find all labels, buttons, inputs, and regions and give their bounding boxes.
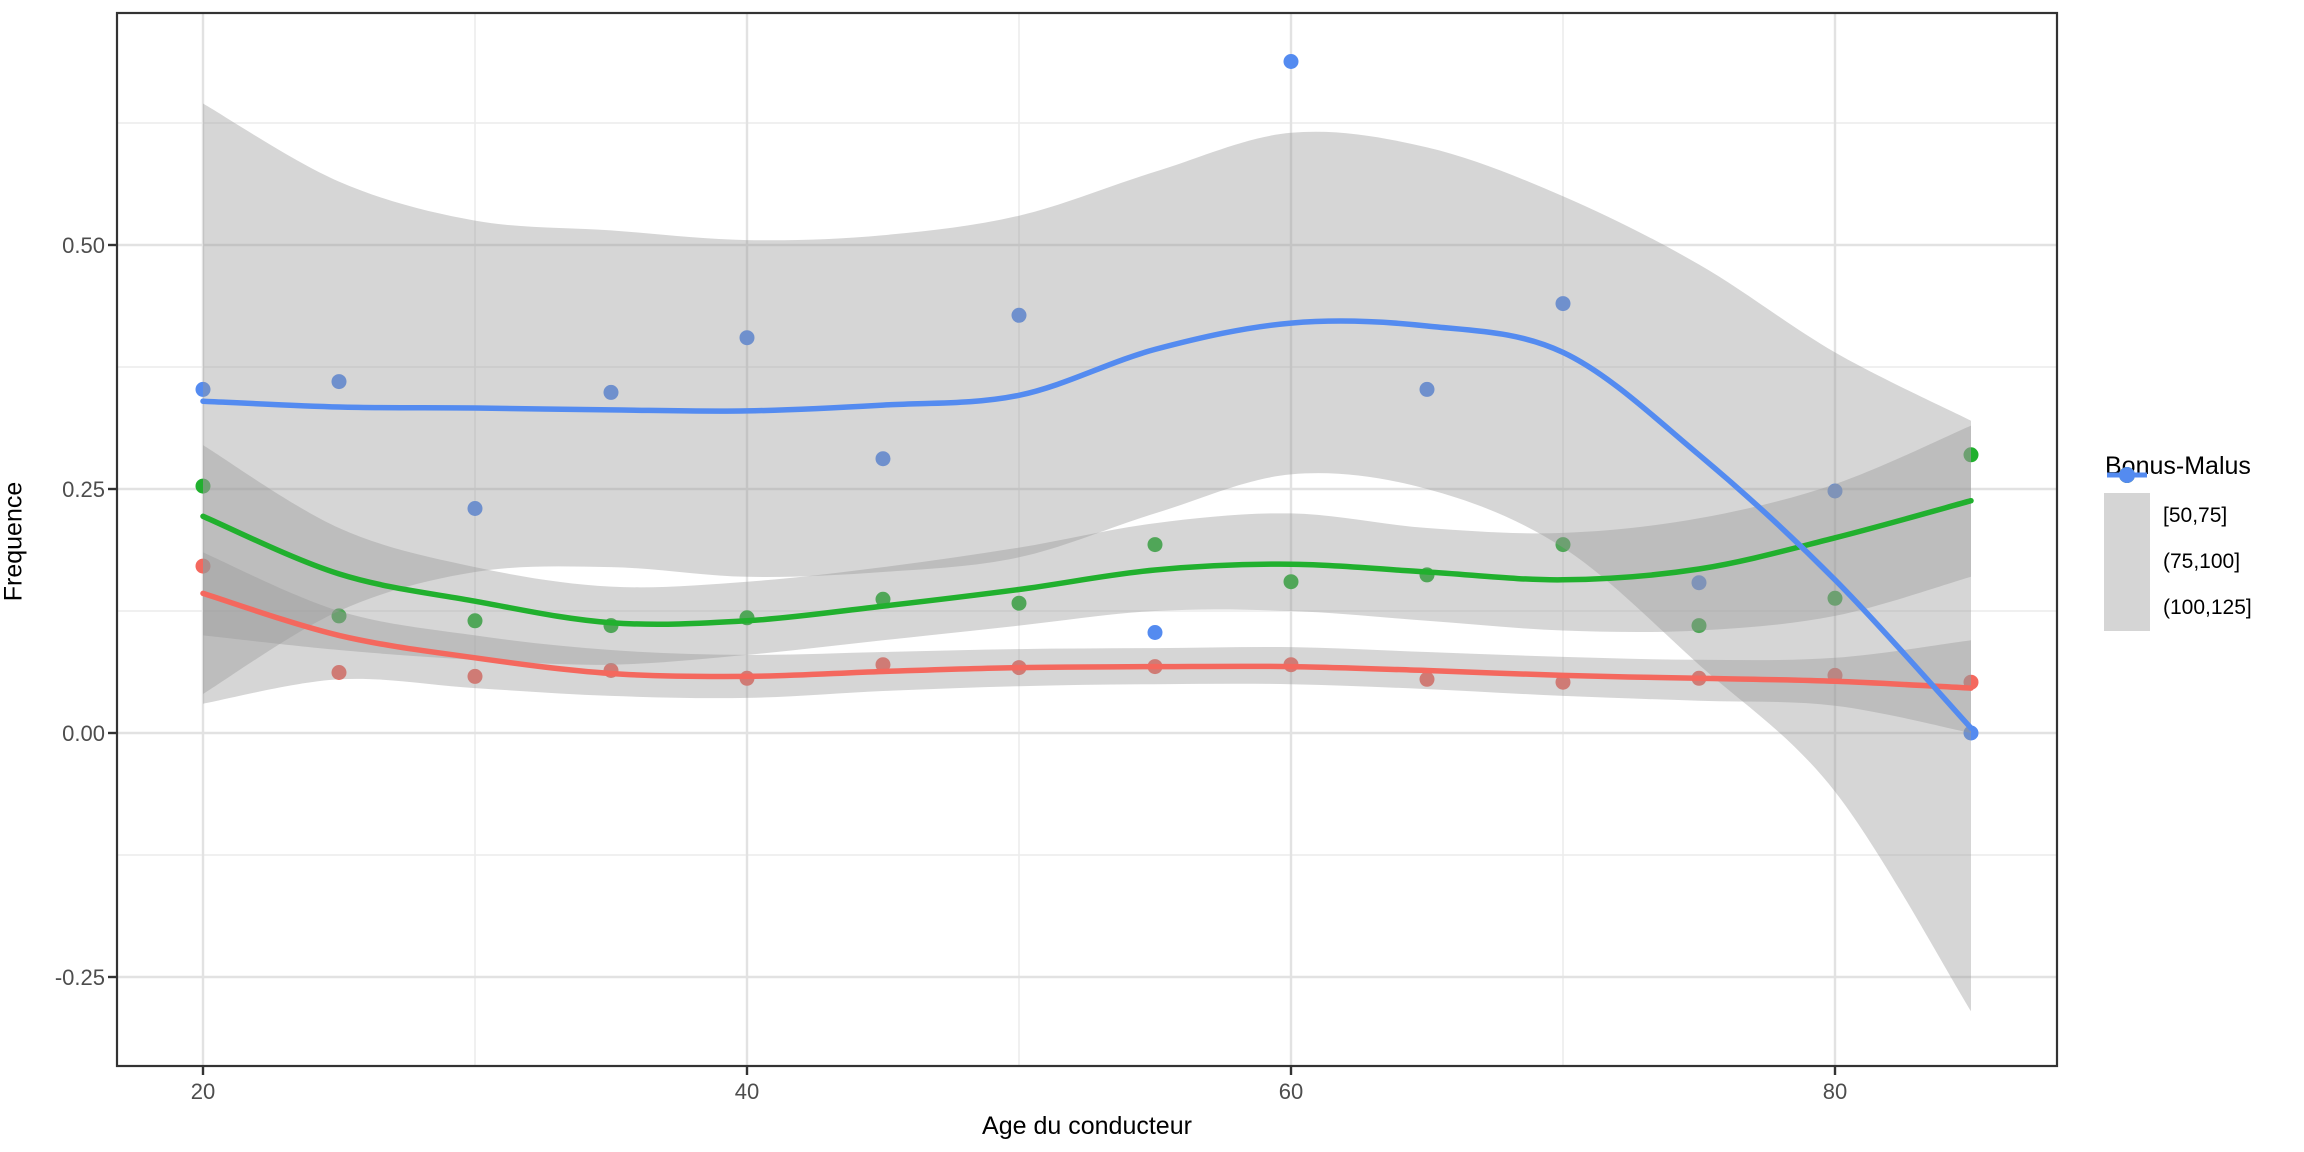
legend-item-label: (100,125] bbox=[2163, 596, 2252, 619]
y-tick-label: -0.25 bbox=[55, 965, 105, 990]
panel-background bbox=[117, 13, 2057, 1066]
x-tick-label: 20 bbox=[191, 1079, 215, 1104]
data-point bbox=[1555, 296, 1571, 312]
smooth-line bbox=[200, 318, 1974, 731]
y-tick-label: 0.50 bbox=[62, 233, 105, 258]
data-point bbox=[1011, 595, 1027, 611]
smooth-lines bbox=[200, 318, 1974, 731]
legend-item: [50,75] bbox=[2104, 467, 2252, 539]
legend-key-swatch bbox=[2104, 467, 2150, 585]
data-point bbox=[1691, 618, 1707, 634]
y-tick-label: 0.25 bbox=[62, 477, 105, 502]
confidence-ribbon bbox=[203, 425, 1971, 665]
smooth-line bbox=[200, 497, 1974, 628]
data-point bbox=[1691, 575, 1707, 591]
legend-item: (100,125] bbox=[2104, 467, 2252, 631]
data-point bbox=[1555, 674, 1571, 690]
data-point bbox=[1419, 671, 1435, 687]
data-point bbox=[467, 668, 483, 684]
x-tick-label: 60 bbox=[1279, 1079, 1303, 1104]
legend-key-swatch bbox=[2104, 467, 2150, 539]
smooth-line bbox=[200, 590, 1974, 691]
data-point bbox=[1963, 725, 1979, 741]
data-point bbox=[467, 613, 483, 629]
data-point bbox=[195, 478, 211, 494]
y-axis-title: Frequence bbox=[0, 481, 28, 602]
data-point bbox=[603, 384, 619, 400]
legend-key-swatch bbox=[2104, 467, 2150, 631]
data-point bbox=[875, 657, 891, 673]
data-point bbox=[1827, 590, 1843, 606]
panel-border bbox=[115, 11, 2059, 1068]
legend-item-label: (75,100] bbox=[2163, 550, 2241, 573]
data-point bbox=[1555, 537, 1571, 553]
legend-key-point bbox=[2119, 467, 2135, 483]
data-point bbox=[1147, 537, 1163, 553]
axes: 20 40 60 80 0.50 0.25 0.00 -0.25 bbox=[55, 11, 2059, 1104]
data-point bbox=[331, 374, 347, 390]
confidence-ribbon bbox=[203, 552, 1971, 733]
data-point bbox=[1963, 447, 1979, 463]
confidence-ribbons bbox=[203, 103, 1971, 1012]
confidence-ribbon bbox=[203, 103, 1971, 1012]
data-point bbox=[195, 558, 211, 574]
legend-items: [50,75] (75,100] (100,12 bbox=[2104, 467, 2252, 631]
data-point bbox=[1283, 574, 1299, 590]
y-tick-label: 0.00 bbox=[62, 721, 105, 746]
data-point bbox=[467, 501, 483, 516]
data-point bbox=[1827, 483, 1843, 499]
legend-item: (75,100] bbox=[2104, 467, 2252, 585]
data-point bbox=[1283, 54, 1299, 69]
data-point bbox=[875, 451, 891, 467]
data-point bbox=[195, 381, 211, 397]
data-point bbox=[331, 665, 347, 680]
data-point bbox=[1419, 381, 1435, 397]
data-point bbox=[1011, 307, 1027, 323]
data-point bbox=[739, 330, 755, 346]
x-axis-title: Age du conducteur bbox=[982, 1112, 1192, 1140]
x-tick-label: 40 bbox=[735, 1079, 759, 1104]
legend-key-graphic bbox=[2107, 467, 2147, 483]
data-point bbox=[331, 608, 347, 624]
x-tick-label: 80 bbox=[1823, 1079, 1847, 1104]
data-point bbox=[1147, 625, 1163, 640]
legend: Bonus-Malus [50,75] (75,10 bbox=[2104, 452, 2252, 631]
legend-item-label: [50,75] bbox=[2163, 504, 2228, 527]
